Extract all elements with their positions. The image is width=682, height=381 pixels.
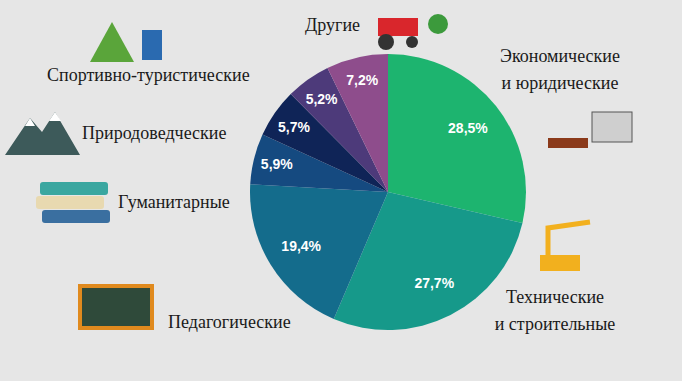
category-label: Экономические и юридические [500, 46, 620, 93]
data-label: 5,2% [306, 91, 338, 107]
icon-wheel [406, 36, 418, 48]
category-label: Другие [305, 15, 360, 35]
icon-tractor [378, 18, 418, 36]
slice [327, 54, 388, 192]
slice [250, 184, 388, 319]
icon-snow [25, 112, 61, 126]
category-label: Педагогические [168, 312, 291, 332]
icon-book [42, 210, 110, 223]
icon-book [40, 182, 108, 195]
category-label-line: Педагогические [168, 312, 291, 332]
data-label: 5,7% [278, 119, 310, 135]
icon-board [80, 286, 152, 328]
category-label: Природоведческие [82, 123, 226, 143]
category-label-line: Экономические [500, 46, 620, 66]
icons [5, 14, 632, 328]
icon-wheel [378, 34, 394, 50]
data-label: 28,5% [448, 120, 488, 136]
data-label: 5,9% [261, 156, 293, 172]
icon-tent [90, 22, 134, 62]
icon-book [36, 196, 104, 209]
icon-athlete [142, 30, 162, 60]
data-label: 7,2% [346, 72, 378, 88]
category-label: Технические и строительные [495, 287, 616, 334]
category-label: Спортивно-туристические [47, 65, 250, 85]
category-label-line: Гуманитарные [118, 192, 230, 212]
category-label-line: Спортивно-туристические [47, 65, 250, 85]
icon-gavel [548, 138, 588, 148]
data-label: 27,7% [414, 275, 454, 291]
data-label: 19,4% [281, 238, 321, 254]
category-label-line: Природоведческие [82, 123, 226, 143]
chart: 28,5% 27,7% 19,4% 5,9% 5,7% 5,2% 7,2% Экономиче… [0, 0, 682, 381]
category-label-line: и строительные [495, 314, 616, 334]
category-label-line: Технические [506, 287, 604, 307]
icon-crane-arm [548, 222, 590, 255]
category-label-line: и юридические [502, 73, 619, 93]
pie: 28,5% 27,7% 19,4% 5,9% 5,7% 5,2% 7,2% [250, 54, 526, 330]
icon-calculator [592, 112, 632, 142]
icon-tree [428, 14, 448, 34]
icon-mountains [5, 112, 80, 155]
category-label-line: Другие [305, 15, 360, 35]
background [0, 0, 682, 381]
icon-crane [540, 255, 580, 271]
category-label: Гуманитарные [118, 192, 230, 212]
